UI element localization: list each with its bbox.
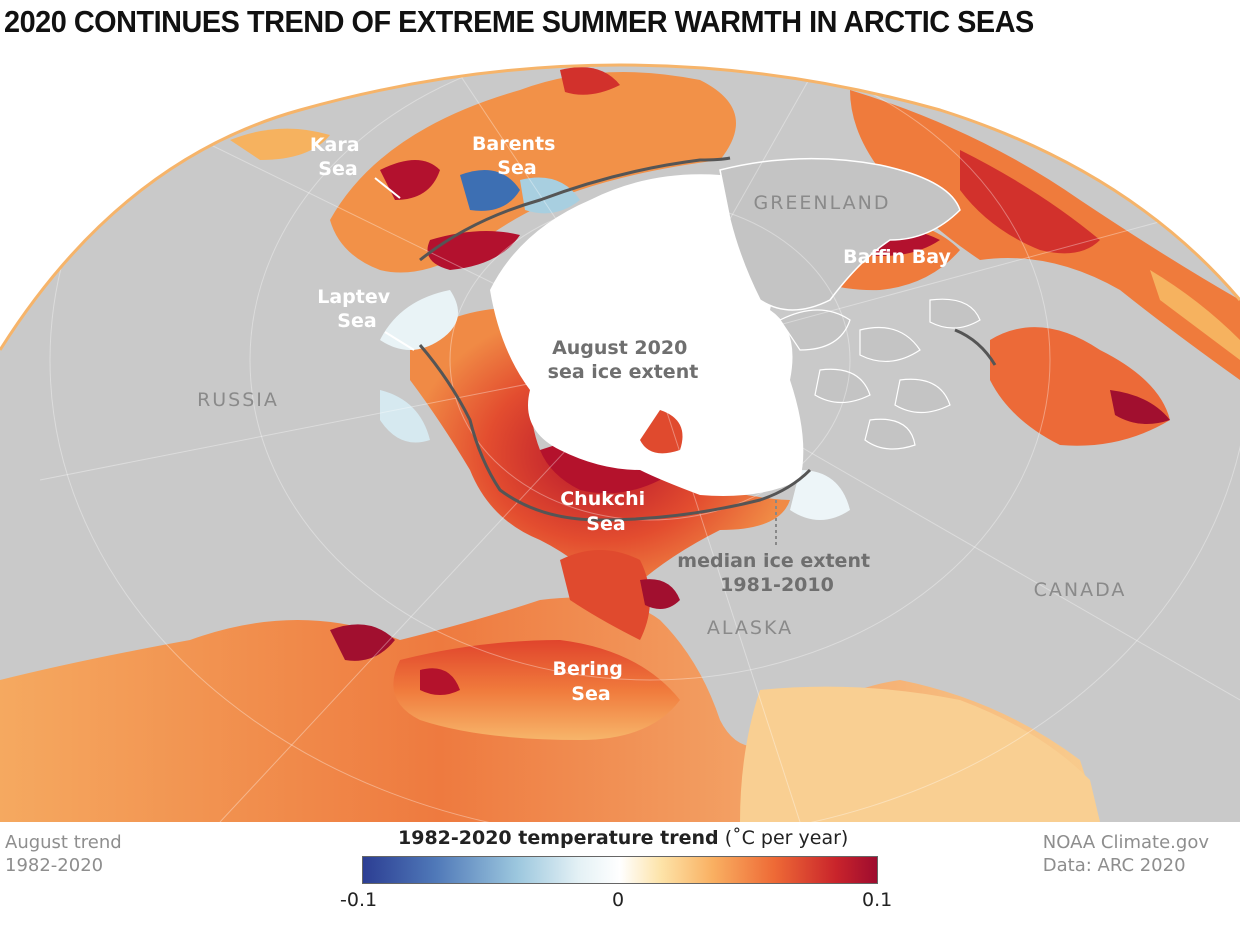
label-median-extent: median ice extent 1981-2010 <box>677 550 876 596</box>
label-chukchi-sea: Chukchi Sea <box>560 488 652 535</box>
footer-source: NOAA Climate.gov Data: ARC 2020 <box>1043 831 1209 877</box>
label-laptev-sea: Laptev Sea <box>317 286 397 332</box>
median-ice-extent-line <box>418 156 812 522</box>
label-canada: CANADA <box>1034 579 1127 601</box>
legend-color-bar <box>362 856 878 884</box>
label-ice-extent: August 2020 sea ice extent <box>548 337 699 383</box>
legend-tick-zero: 0 <box>612 889 625 911</box>
arctic-map: Kara Sea Barents Sea GREENLAND Baffin Ba… <box>0 63 1240 822</box>
label-bering-sea: Bering Sea <box>552 658 629 705</box>
legend-tick-max: 0.1 <box>862 889 893 911</box>
label-greenland: GREENLAND <box>753 192 890 214</box>
label-kara-sea: Kara Sea <box>310 134 366 180</box>
footer-source-org: NOAA Climate.gov <box>1042 832 1209 853</box>
label-russia: RUSSIA <box>197 389 279 411</box>
legend-tick-min: -0.1 <box>340 889 378 911</box>
legend-title-main: 1982-2020 temperature trend <box>398 827 719 849</box>
label-alaska: ALASKA <box>707 617 793 639</box>
legend-title-unit: (˚C per year) <box>718 827 849 849</box>
footer-trend-info: August trend 1982-2020 <box>5 831 122 877</box>
label-baffin-bay: Baffin Bay <box>843 246 951 268</box>
legend-title: 1982-2020 temperature trend (˚C per year… <box>398 827 848 849</box>
page-title: 2020 CONTINUES TREND OF EXTREME SUMMER W… <box>4 4 1034 39</box>
footer-trend-period: 1982-2020 <box>5 855 104 876</box>
label-barents-sea: Barents Sea <box>472 133 562 179</box>
footer-trend-label: August trend <box>5 832 122 853</box>
footer-source-data: Data: ARC 2020 <box>1042 855 1186 876</box>
